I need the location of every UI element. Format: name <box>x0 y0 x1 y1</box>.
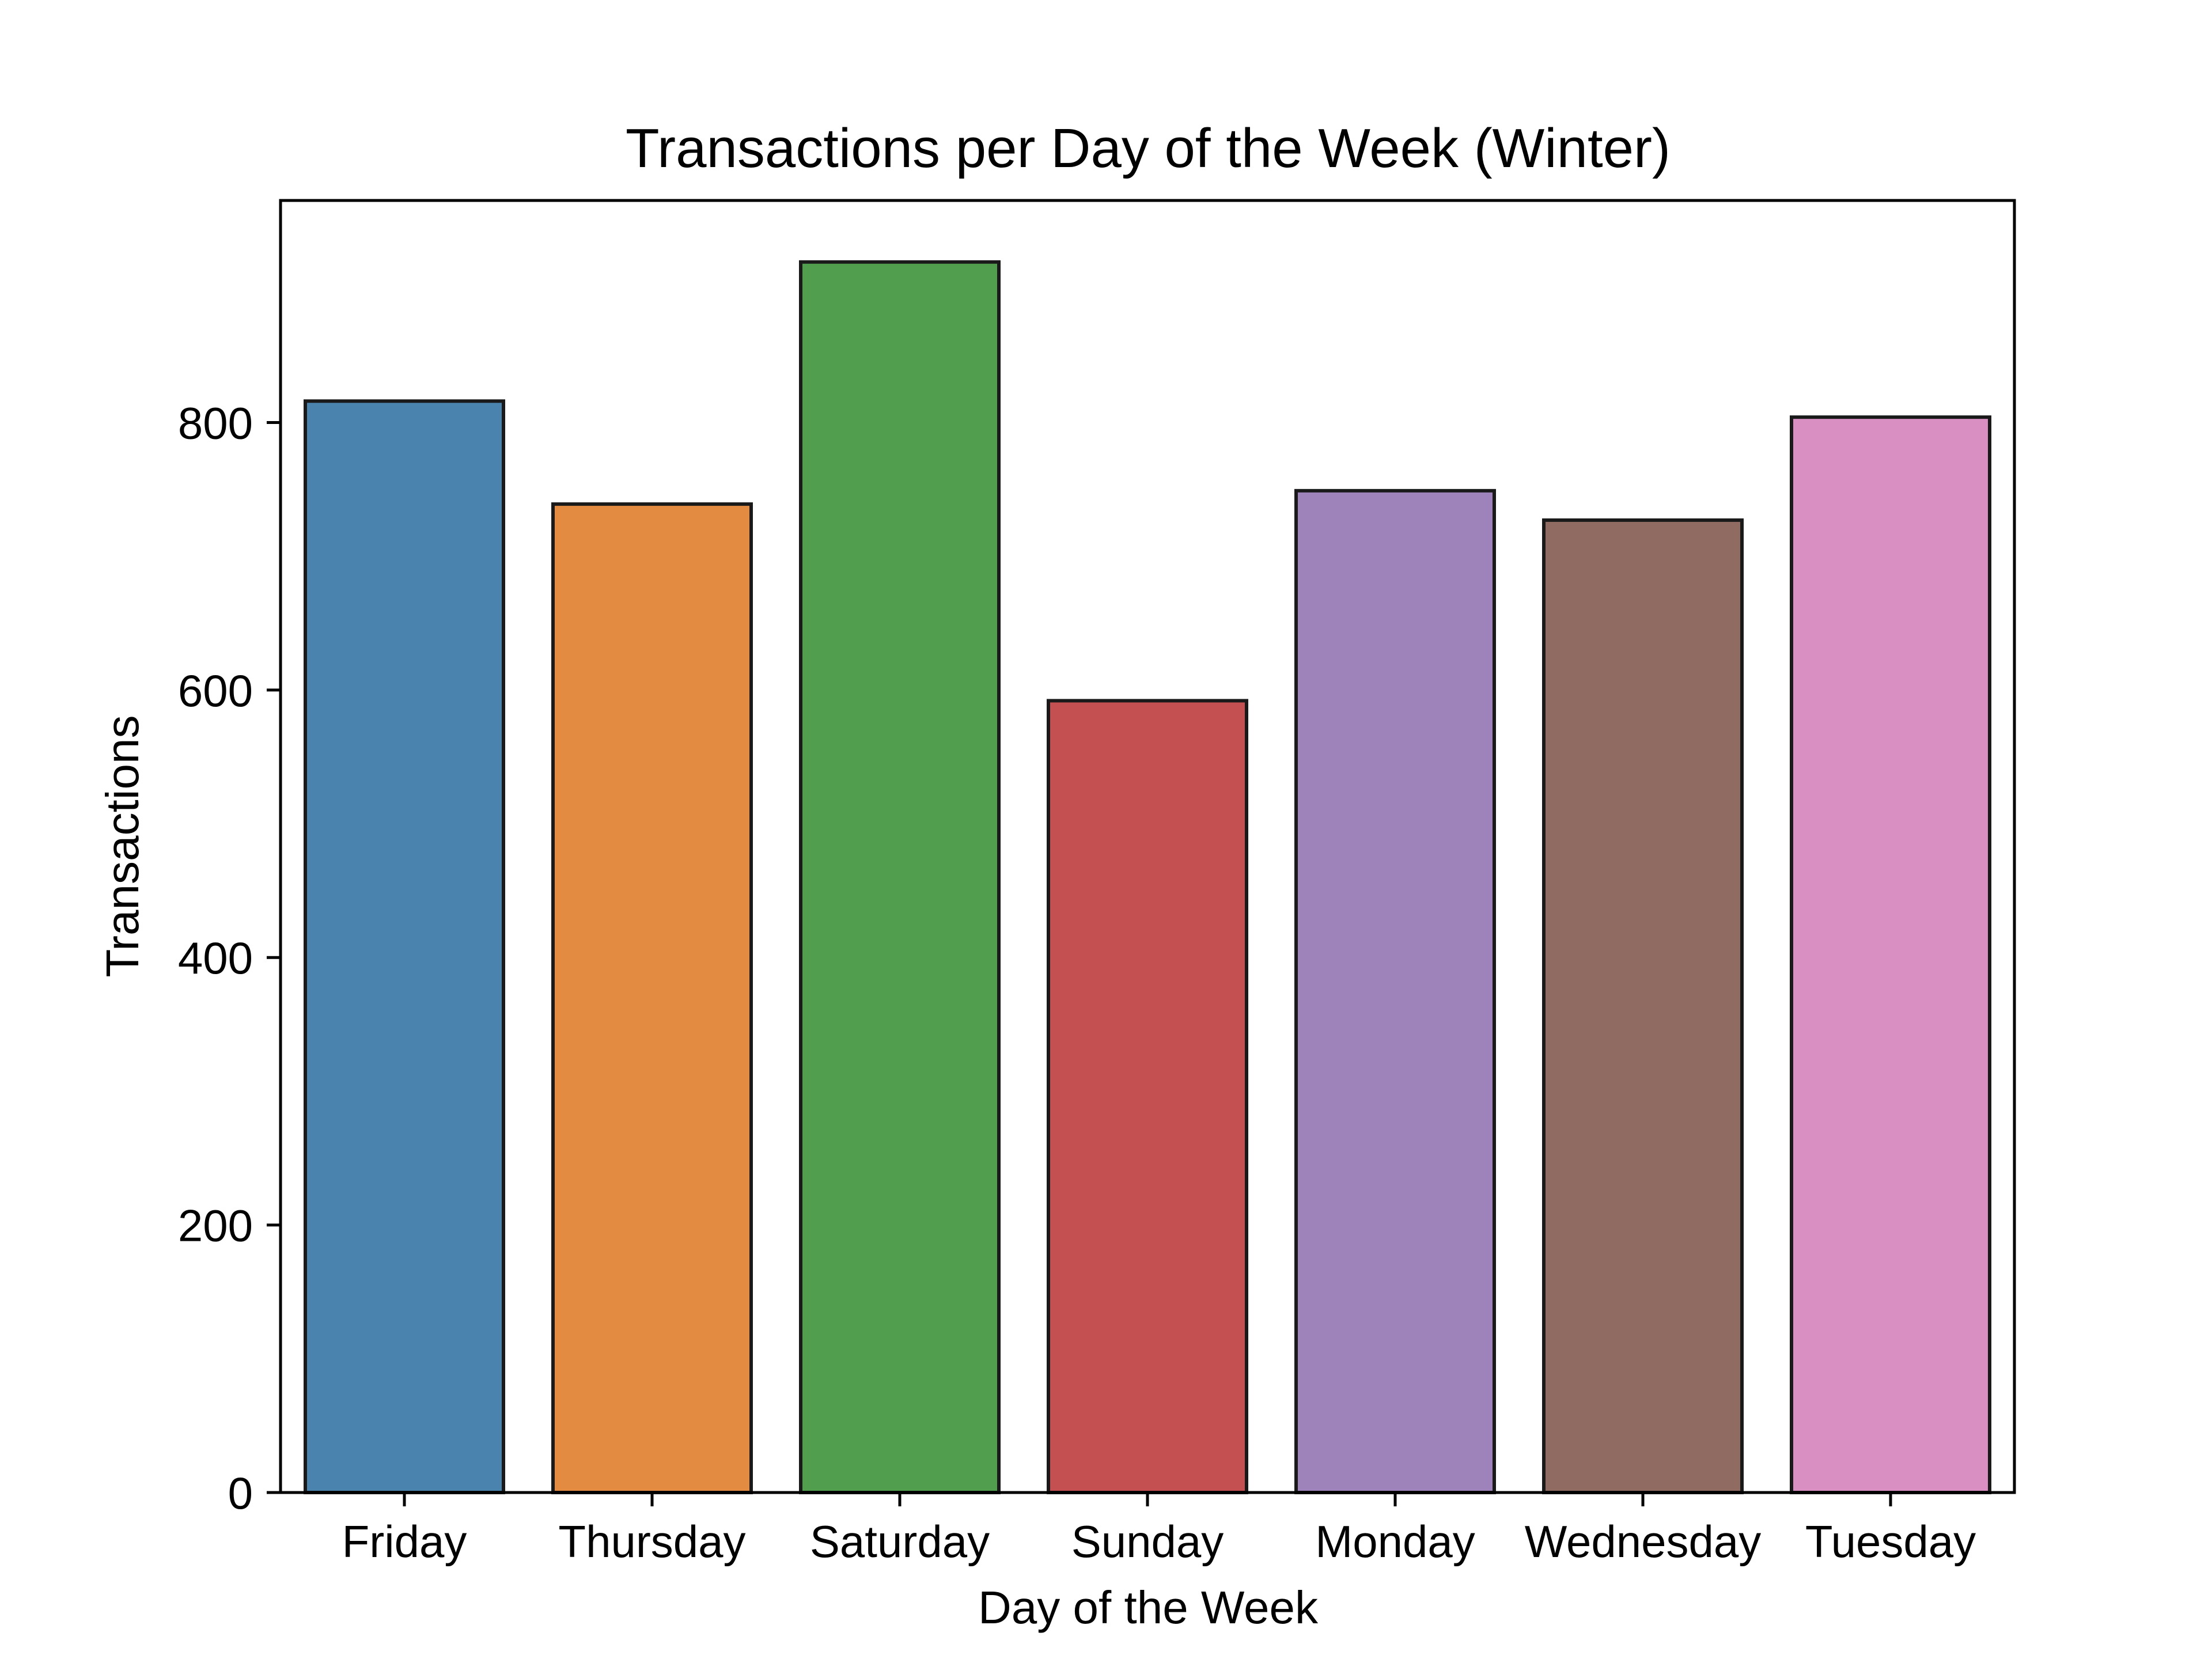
bar-thursday <box>551 502 753 1494</box>
bar-friday <box>304 399 505 1495</box>
x-tick-label-thursday: Thursday <box>558 1516 745 1567</box>
y-tick-label-600: 600 <box>178 665 253 716</box>
y-tick-label-800: 800 <box>178 397 253 448</box>
x-tick-label-wednesday: Wednesday <box>1525 1516 1762 1567</box>
bar-sunday <box>1047 699 1248 1494</box>
y-axis-label: Transactions <box>97 715 148 978</box>
bar-wednesday <box>1542 518 1744 1494</box>
y-axis: 0 200 400 600 800 <box>178 397 281 1518</box>
chart-title: Transactions per Day of the Week (Winter… <box>626 118 1671 179</box>
plot-frame <box>279 199 2016 1494</box>
y-tick-label-0: 0 <box>228 1468 253 1518</box>
bar-monday <box>1294 488 1496 1494</box>
x-tick-label-friday: Friday <box>342 1516 467 1567</box>
y-tick-label-400: 400 <box>178 933 253 983</box>
x-axis-label: Day of the Week <box>978 1582 1319 1633</box>
x-axis: Friday Thursday Saturday Sunday Monday Wednes… <box>342 1493 1976 1567</box>
y-tick-label-200: 200 <box>178 1200 253 1251</box>
x-tick-label-saturday: Saturday <box>810 1516 990 1567</box>
bar-tuesday <box>1790 415 1991 1494</box>
x-tick-label-monday: Monday <box>1315 1516 1475 1567</box>
bars-layer <box>304 260 1991 1495</box>
x-tick-label-tuesday: Tuesday <box>1805 1516 1976 1567</box>
x-tick-label-sunday: Sunday <box>1071 1516 1224 1567</box>
bar-saturday <box>799 260 1001 1494</box>
